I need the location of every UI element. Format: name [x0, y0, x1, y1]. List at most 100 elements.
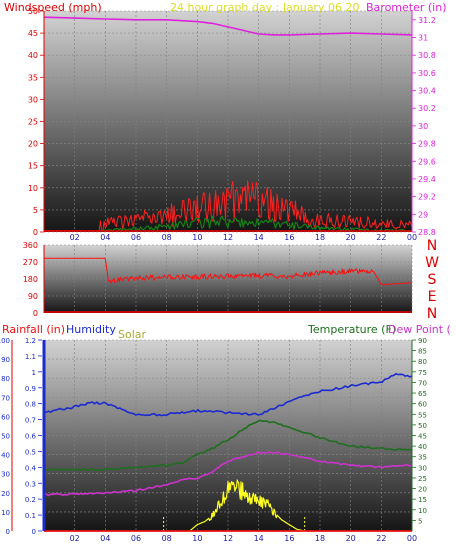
wind-x-tick-label: 20: [346, 233, 356, 242]
rain-y-tick-label: 0.4: [25, 464, 37, 472]
rain-y-tick-label: 1.2: [25, 337, 36, 345]
temperature-axis-title: Temperature (F): [307, 323, 396, 336]
humidity-y-tick-label: 100: [0, 337, 10, 345]
humidity-x-tick-label: 00: [407, 534, 417, 543]
temperature-y-tick-label: 35: [418, 454, 427, 462]
temperature-y-tick-label: 60: [418, 401, 427, 409]
humidity-line: [43, 373, 413, 417]
rain-y-tick-label: 0.6: [25, 433, 37, 441]
rain-y-tick-label: 0.5: [25, 448, 36, 456]
dew-point-line: [43, 451, 413, 497]
humidity-x-tick-label: 22: [376, 534, 386, 543]
barometer-line: [43, 16, 413, 36]
wind-direction-line: [44, 257, 412, 286]
compass-label: W: [425, 255, 439, 271]
humidity-x-tick-label: 02: [70, 534, 80, 543]
barometer-axis-title: Barometer (in): [366, 1, 447, 14]
windspeed-line: [44, 180, 413, 232]
wind-y-tick-label: 50: [28, 7, 38, 16]
rain-y-tick-label: 1.1: [25, 353, 36, 361]
wind-y-tick-label: 0: [33, 228, 38, 237]
wind-y-tick-label: 15: [28, 162, 38, 171]
rain-y-tick-label: 0.7: [25, 417, 36, 425]
humidity-y-tick-label: 80: [1, 375, 10, 383]
wind-x-tick-label: 04: [100, 233, 110, 242]
direction-y-tick-label: 270: [23, 258, 38, 267]
temperature-y-tick-label: 45: [418, 433, 427, 441]
wind-y-tick-label: 30: [28, 95, 38, 104]
direction-y-tick-label: 360: [23, 241, 38, 250]
baro-y-tick-label: 29.6: [418, 157, 436, 166]
solar-line: [188, 479, 304, 532]
humidity-y-tick-label: 40: [1, 452, 10, 460]
data-series: [43, 16, 413, 532]
rain-y-tick-label: 0.8: [25, 401, 36, 409]
direction-y-tick-label: 180: [23, 275, 38, 284]
wind-x-tick-label: 06: [131, 233, 141, 242]
wind-x-tick-label: 00: [407, 233, 417, 242]
baro-y-tick-label: 31: [418, 34, 428, 43]
baro-y-tick-label: 31.2: [418, 16, 436, 25]
chart-title: 24 hour graph day : January 06 20: [170, 1, 360, 14]
direction-y-tick-label: 0: [33, 309, 38, 318]
temperature-y-tick-label: 10: [418, 507, 427, 515]
baro-y-tick-label: 30.4: [418, 87, 436, 96]
compass-label: E: [428, 289, 437, 305]
temperature-y-tick-label: 85: [418, 348, 427, 356]
solar-axis-title: Solar: [118, 328, 147, 341]
humidity-x-tick-label: 14: [254, 534, 264, 543]
temperature-y-tick-label: 30: [418, 464, 427, 472]
wind-y-tick-label: 25: [28, 118, 38, 127]
temperature-y-tick-label: 55: [418, 411, 427, 419]
wind-x-tick-label: 18: [315, 233, 325, 242]
humidity-x-tick-label: 04: [100, 534, 110, 543]
wind-x-tick-label: 14: [254, 233, 264, 242]
temperature-y-tick-label: 70: [418, 379, 427, 387]
wind-x-tick-label: 02: [70, 233, 80, 242]
baro-y-tick-label: 29.2: [418, 193, 436, 202]
wind-y-tick-label: 10: [28, 184, 38, 193]
axes: 0510152025303540455028.82929.229.429.629…: [0, 7, 439, 543]
grid-lines: [44, 10, 413, 531]
wind-y-tick-label: 40: [28, 51, 38, 60]
humidity-y-tick-label: 60: [1, 413, 10, 421]
wind-average-line: [102, 215, 411, 232]
temperature-y-tick-label: 90: [418, 337, 427, 345]
wind-x-tick-label: 16: [284, 233, 294, 242]
rain-y-tick-label: 0.1: [25, 512, 36, 520]
humidity-x-tick-label: 06: [131, 534, 141, 543]
compass-label: N: [427, 306, 437, 322]
direction-y-tick-label: 90: [28, 292, 38, 301]
baro-y-tick-label: 29: [418, 210, 428, 219]
baro-y-tick-label: 30.6: [418, 69, 436, 78]
temperature-y-tick-label: 25: [418, 475, 427, 483]
wind-x-tick-label: 12: [223, 233, 233, 242]
baro-y-tick-label: 30: [418, 122, 428, 131]
compass-label: S: [428, 272, 437, 288]
humidity-y-tick-label: 0: [6, 528, 10, 536]
dew-point-axis-title: Dew Point (: [388, 323, 451, 336]
humidity-y-tick-label: 90: [1, 356, 10, 364]
rain-y-tick-label: 0.9: [25, 385, 36, 393]
temperature-y-tick-label: 80: [418, 358, 427, 366]
rain-y-tick-label: 0.3: [25, 480, 36, 488]
baro-y-tick-label: 30.2: [418, 104, 436, 113]
temperature-y-tick-label: 20: [418, 486, 427, 494]
windspeed-axis-title: Windspeed (mph): [4, 1, 102, 14]
humidity-y-tick-label: 10: [1, 509, 10, 517]
humidity-x-tick-label: 20: [346, 534, 356, 543]
rain-y-tick-label: 0.2: [25, 496, 36, 504]
humidity-x-tick-label: 16: [284, 534, 294, 543]
humidity-x-tick-label: 10: [192, 534, 202, 543]
humidity-y-tick-label: 30: [1, 471, 10, 479]
wind-y-tick-label: 20: [28, 140, 38, 149]
baro-y-tick-label: 28.8: [418, 228, 436, 237]
baro-y-tick-label: 29.4: [418, 175, 436, 184]
humidity-axis-title: Humidity: [66, 323, 116, 336]
temperature-y-tick-label: 65: [418, 390, 427, 398]
rain-y-tick-label: 0: [32, 528, 36, 536]
temperature-y-tick-label: 40: [418, 443, 427, 451]
rain-y-tick-label: 1: [32, 369, 36, 377]
baro-y-tick-label: 30.8: [418, 51, 436, 60]
